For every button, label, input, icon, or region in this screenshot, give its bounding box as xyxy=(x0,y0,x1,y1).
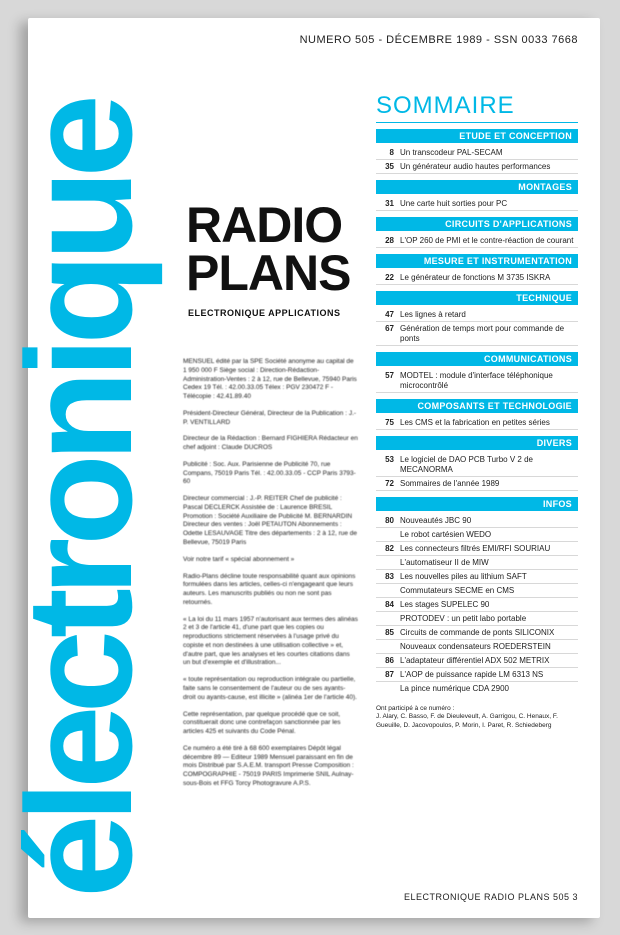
toc-entry-page: 53 xyxy=(376,455,394,465)
toc-entry-page: 67 xyxy=(376,324,394,334)
table-of-contents: SOMMAIRE ETUDE ET CONCEPTION 8 Un transcod… xyxy=(376,92,578,730)
toc-entry-title: Les nouvelles piles au lithium SAFT xyxy=(400,572,578,582)
toc-entry: 57 MODTEL : module d'interface téléphoniq… xyxy=(376,369,578,393)
toc-entry-page: 31 xyxy=(376,199,394,209)
toc-entry: 35 Un générateur audio hautes performance… xyxy=(376,160,578,174)
toc-entry: 22 Le générateur de fonctions M 3735 ISKR… xyxy=(376,271,578,285)
page-footer: ELECTRONIQUE RADIO PLANS 505 3 xyxy=(404,892,578,902)
toc-section-header: MESURE ET INSTRUMENTATION xyxy=(376,254,578,268)
toc-entry-title: Une carte huit sorties pour PC xyxy=(400,199,578,209)
toc-section-header: INFOS xyxy=(376,497,578,511)
page: NUMERO 505 - DÉCEMBRE 1989 - SSN 0033 76… xyxy=(28,18,600,918)
toc-section-header: CIRCUITS D'APPLICATIONS xyxy=(376,217,578,231)
masthead-paragraph: Directeur de la Rédaction : Bernard FIGH… xyxy=(183,435,358,453)
toc-entry-title: Le logiciel de DAO PCB Turbo V 2 de MECA… xyxy=(400,455,578,475)
toc-entry-title: Le générateur de fonctions M 3735 ISKRA xyxy=(400,273,578,283)
toc-entry: 67 Génération de temps mort pour commande… xyxy=(376,322,578,346)
toc-entry-page: 8 xyxy=(376,148,394,158)
masthead-paragraph: Président-Directeur Général, Directeur d… xyxy=(183,410,358,428)
masthead-paragraph: MENSUEL édité par la SPE Société anonyme… xyxy=(183,358,358,402)
toc-entry-page: 83 xyxy=(376,572,394,582)
toc-entry: 31 Une carte huit sorties pour PC xyxy=(376,197,578,211)
toc-entry: L'automatiseur II de MIW xyxy=(376,556,578,570)
toc-section-header: COMPOSANTS ET TECHNOLOGIE xyxy=(376,399,578,413)
masthead-block: MENSUEL édité par la SPE Société anonyme… xyxy=(183,358,358,797)
toc-heading: SOMMAIRE xyxy=(376,92,578,123)
toc-section-header: DIVERS xyxy=(376,436,578,450)
masthead-paragraph: « toute représentation ou reproduction i… xyxy=(183,676,358,702)
toc-entry-title: Sommaires de l'année 1989 xyxy=(400,479,578,489)
toc-entry: 8 Un transcodeur PAL-SECAM xyxy=(376,146,578,160)
toc-entry-title: Génération de temps mort pour commande d… xyxy=(400,324,578,344)
toc-entry-page: 57 xyxy=(376,371,394,381)
toc-entry-page: 87 xyxy=(376,670,394,680)
toc-entry: 80 Nouveautés JBC 90 xyxy=(376,514,578,528)
magazine-title: RADIO PLANS xyxy=(186,202,350,297)
toc-entry: 47 Les lignes à retard xyxy=(376,308,578,322)
toc-entry: Nouveaux condensateurs ROEDERSTEIN xyxy=(376,640,578,654)
toc-entry-title: Un générateur audio hautes performances xyxy=(400,162,578,172)
toc-entry: Commutateurs SECME en CMS xyxy=(376,584,578,598)
toc-entry-title: Nouveaux condensateurs ROEDERSTEIN xyxy=(400,642,578,652)
masthead-paragraph: « La loi du 11 mars 1957 n'autorisant au… xyxy=(183,616,358,669)
masthead-paragraph: Publicité : Soc. Aux. Parisienne de Publ… xyxy=(183,461,358,487)
toc-entry-page: 84 xyxy=(376,600,394,610)
toc-entry: La pince numérique CDA 2900 xyxy=(376,682,578,695)
toc-entry-title: Les connecteurs filtrés EMI/RFI SOURIAU xyxy=(400,544,578,554)
toc-entry: 87 L'AOP de puissance rapide LM 6313 NS xyxy=(376,668,578,682)
toc-entry: PROTODEV : un petit labo portable xyxy=(376,612,578,626)
toc-entry-page: 80 xyxy=(376,516,394,526)
masthead-paragraph: Voir notre tarif « spécial abonnement » xyxy=(183,556,358,565)
toc-entry-title: L'automatiseur II de MIW xyxy=(400,558,578,568)
toc-entry-title: Commutateurs SECME en CMS xyxy=(400,586,578,596)
vertical-masthead-title: électronique xyxy=(18,102,141,898)
toc-section-header: MONTAGES xyxy=(376,180,578,194)
toc-entry: 75 Les CMS et la fabrication en petites s… xyxy=(376,416,578,430)
toc-entry: 86 L'adaptateur différentiel ADX 502 METR… xyxy=(376,654,578,668)
toc-entry: 84 Les stages SUPELEC 90 xyxy=(376,598,578,612)
toc-entry-page: 82 xyxy=(376,544,394,554)
toc-entry-title: Les CMS et la fabrication en petites sér… xyxy=(400,418,578,428)
masthead-paragraph: Radio-Plans décline toute responsabilité… xyxy=(183,573,358,608)
toc-entry-title: PROTODEV : un petit labo portable xyxy=(400,614,578,624)
toc-entry-title: Nouveautés JBC 90 xyxy=(400,516,578,526)
title-line-2: PLANS xyxy=(186,245,350,301)
toc-entry: 28 L'OP 260 de PMI et le contre-réaction … xyxy=(376,234,578,248)
toc-entry-page: 85 xyxy=(376,628,394,638)
toc-entry-title: L'AOP de puissance rapide LM 6313 NS xyxy=(400,670,578,680)
toc-entry-title: Le robot cartésien WEDO xyxy=(400,530,578,540)
toc-entry-title: L'adaptateur différentiel ADX 502 METRIX xyxy=(400,656,578,666)
toc-section-header: TECHNIQUE xyxy=(376,291,578,305)
toc-section-header: COMMUNICATIONS xyxy=(376,352,578,366)
contributors-names: J. Alary, C. Basso, F. de Dieuleveult, A… xyxy=(376,713,558,728)
toc-entry-page: 86 xyxy=(376,656,394,666)
toc-entry-title: La pince numérique CDA 2900 xyxy=(400,684,578,694)
toc-entry-title: L'OP 260 de PMI et le contre-réaction de… xyxy=(400,236,578,246)
toc-entry: 72 Sommaires de l'année 1989 xyxy=(376,477,578,491)
toc-entry-page: 35 xyxy=(376,162,394,172)
masthead-paragraph: Directeur commercial : J.-P. REITER Chef… xyxy=(183,495,358,548)
toc-section-header: ETUDE ET CONCEPTION xyxy=(376,129,578,143)
contributors: Ont participé à ce numéro : J. Alary, C.… xyxy=(376,705,578,730)
toc-entry-page: 22 xyxy=(376,273,394,283)
toc-entry: 85 Circuits de commande de ponts SILICONI… xyxy=(376,626,578,640)
toc-entry: Le robot cartésien WEDO xyxy=(376,528,578,542)
toc-entry-page: 72 xyxy=(376,479,394,489)
toc-entry-title: Un transcodeur PAL-SECAM xyxy=(400,148,578,158)
toc-entry-page: 75 xyxy=(376,418,394,428)
contributors-label: Ont participé à ce numéro : xyxy=(376,705,454,712)
toc-entry: 82 Les connecteurs filtrés EMI/RFI SOURIA… xyxy=(376,542,578,556)
toc-entry-title: MODTEL : module d'interface téléphonique… xyxy=(400,371,578,391)
toc-entry-title: Les stages SUPELEC 90 xyxy=(400,600,578,610)
toc-entry: 83 Les nouvelles piles au lithium SAFT xyxy=(376,570,578,584)
toc-entry-page: 47 xyxy=(376,310,394,320)
toc-entry: 53 Le logiciel de DAO PCB Turbo V 2 de ME… xyxy=(376,453,578,477)
toc-entry-title: Circuits de commande de ponts SILICONIX xyxy=(400,628,578,638)
toc-entry-title: Les lignes à retard xyxy=(400,310,578,320)
issue-line: NUMERO 505 - DÉCEMBRE 1989 - SSN 0033 76… xyxy=(300,34,578,46)
masthead-paragraph: Cette représentation, par quelque procéd… xyxy=(183,711,358,737)
toc-entry-page: 28 xyxy=(376,236,394,246)
masthead-paragraph: Ce numéro a été tiré à 68 600 exemplaire… xyxy=(183,745,358,789)
subtitle: ELECTRONIQUE APPLICATIONS xyxy=(188,308,341,318)
